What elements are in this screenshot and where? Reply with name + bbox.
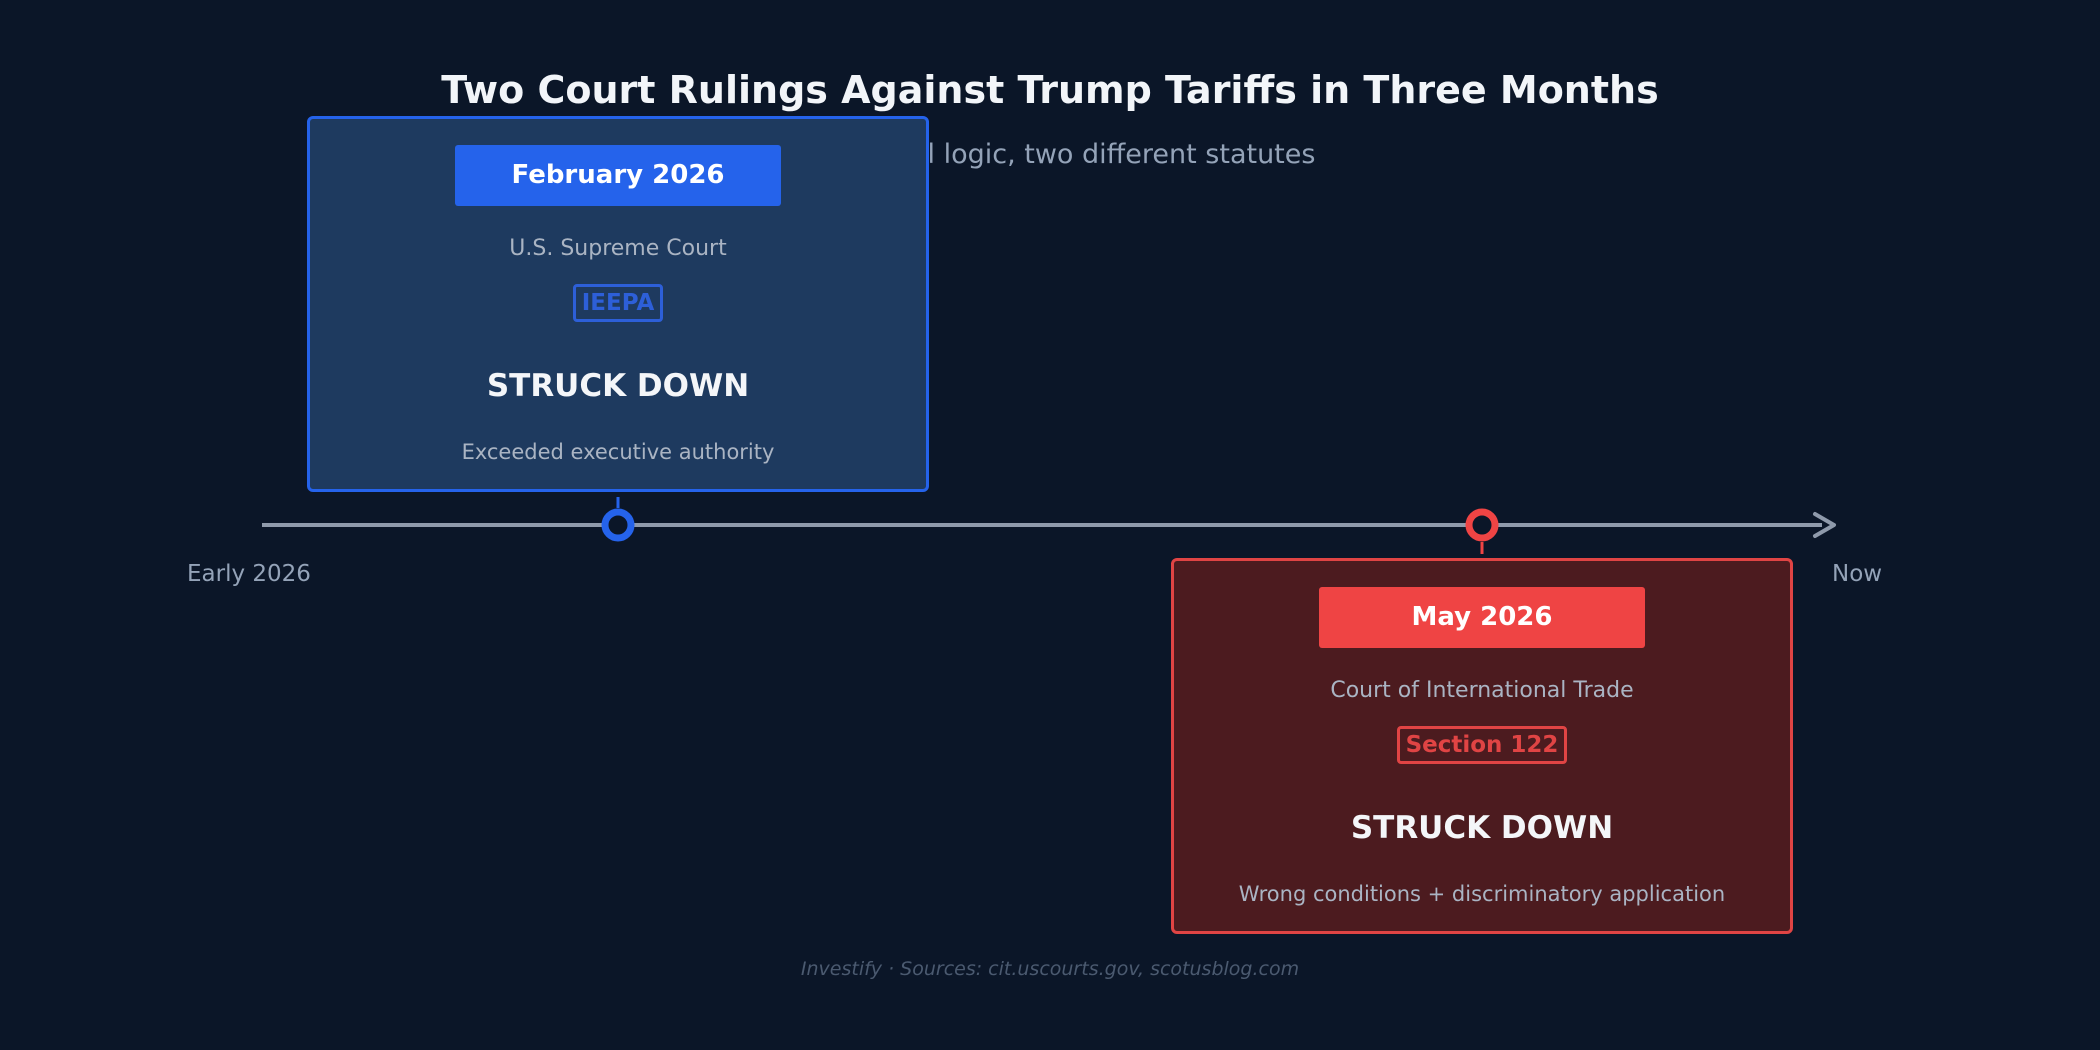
event-verdict: STRUCK DOWN <box>1350 810 1614 846</box>
event-date-badge: February 2026 <box>455 145 781 206</box>
page-title: Two Court Rulings Against Trump Tariffs … <box>441 68 1659 112</box>
marker-may <box>1465 508 1499 542</box>
event-statute-wrap: IEEPA <box>310 284 926 322</box>
event-court: Court of International Trade <box>1330 678 1634 703</box>
source-footer: Investify · Sources: cit.uscourts.gov, s… <box>800 958 1300 980</box>
event-verdict: STRUCK DOWN <box>486 368 750 404</box>
event-card-february: February 2026 U.S. Supreme Court IEEPA S… <box>307 116 929 492</box>
event-court: U.S. Supreme Court <box>509 236 727 261</box>
event-statute-wrap: Section 122 <box>1174 726 1790 764</box>
event-reason: Wrong conditions + discriminatory applic… <box>1238 882 1726 906</box>
timeline-start-label: Early 2026 <box>187 561 311 587</box>
timeline-end-label: Now <box>1832 561 1883 587</box>
timeline-arrow-head <box>1813 512 1836 538</box>
event-statute-badge: IEEPA <box>572 284 664 322</box>
event-statute-badge: Section 122 <box>1396 726 1568 764</box>
event-reason: Exceeded executive authority <box>461 440 775 464</box>
event-date-badge: May 2026 <box>1319 587 1645 648</box>
event-card-may: May 2026 Court of International Trade Se… <box>1171 558 1793 934</box>
marker-february <box>601 508 635 542</box>
